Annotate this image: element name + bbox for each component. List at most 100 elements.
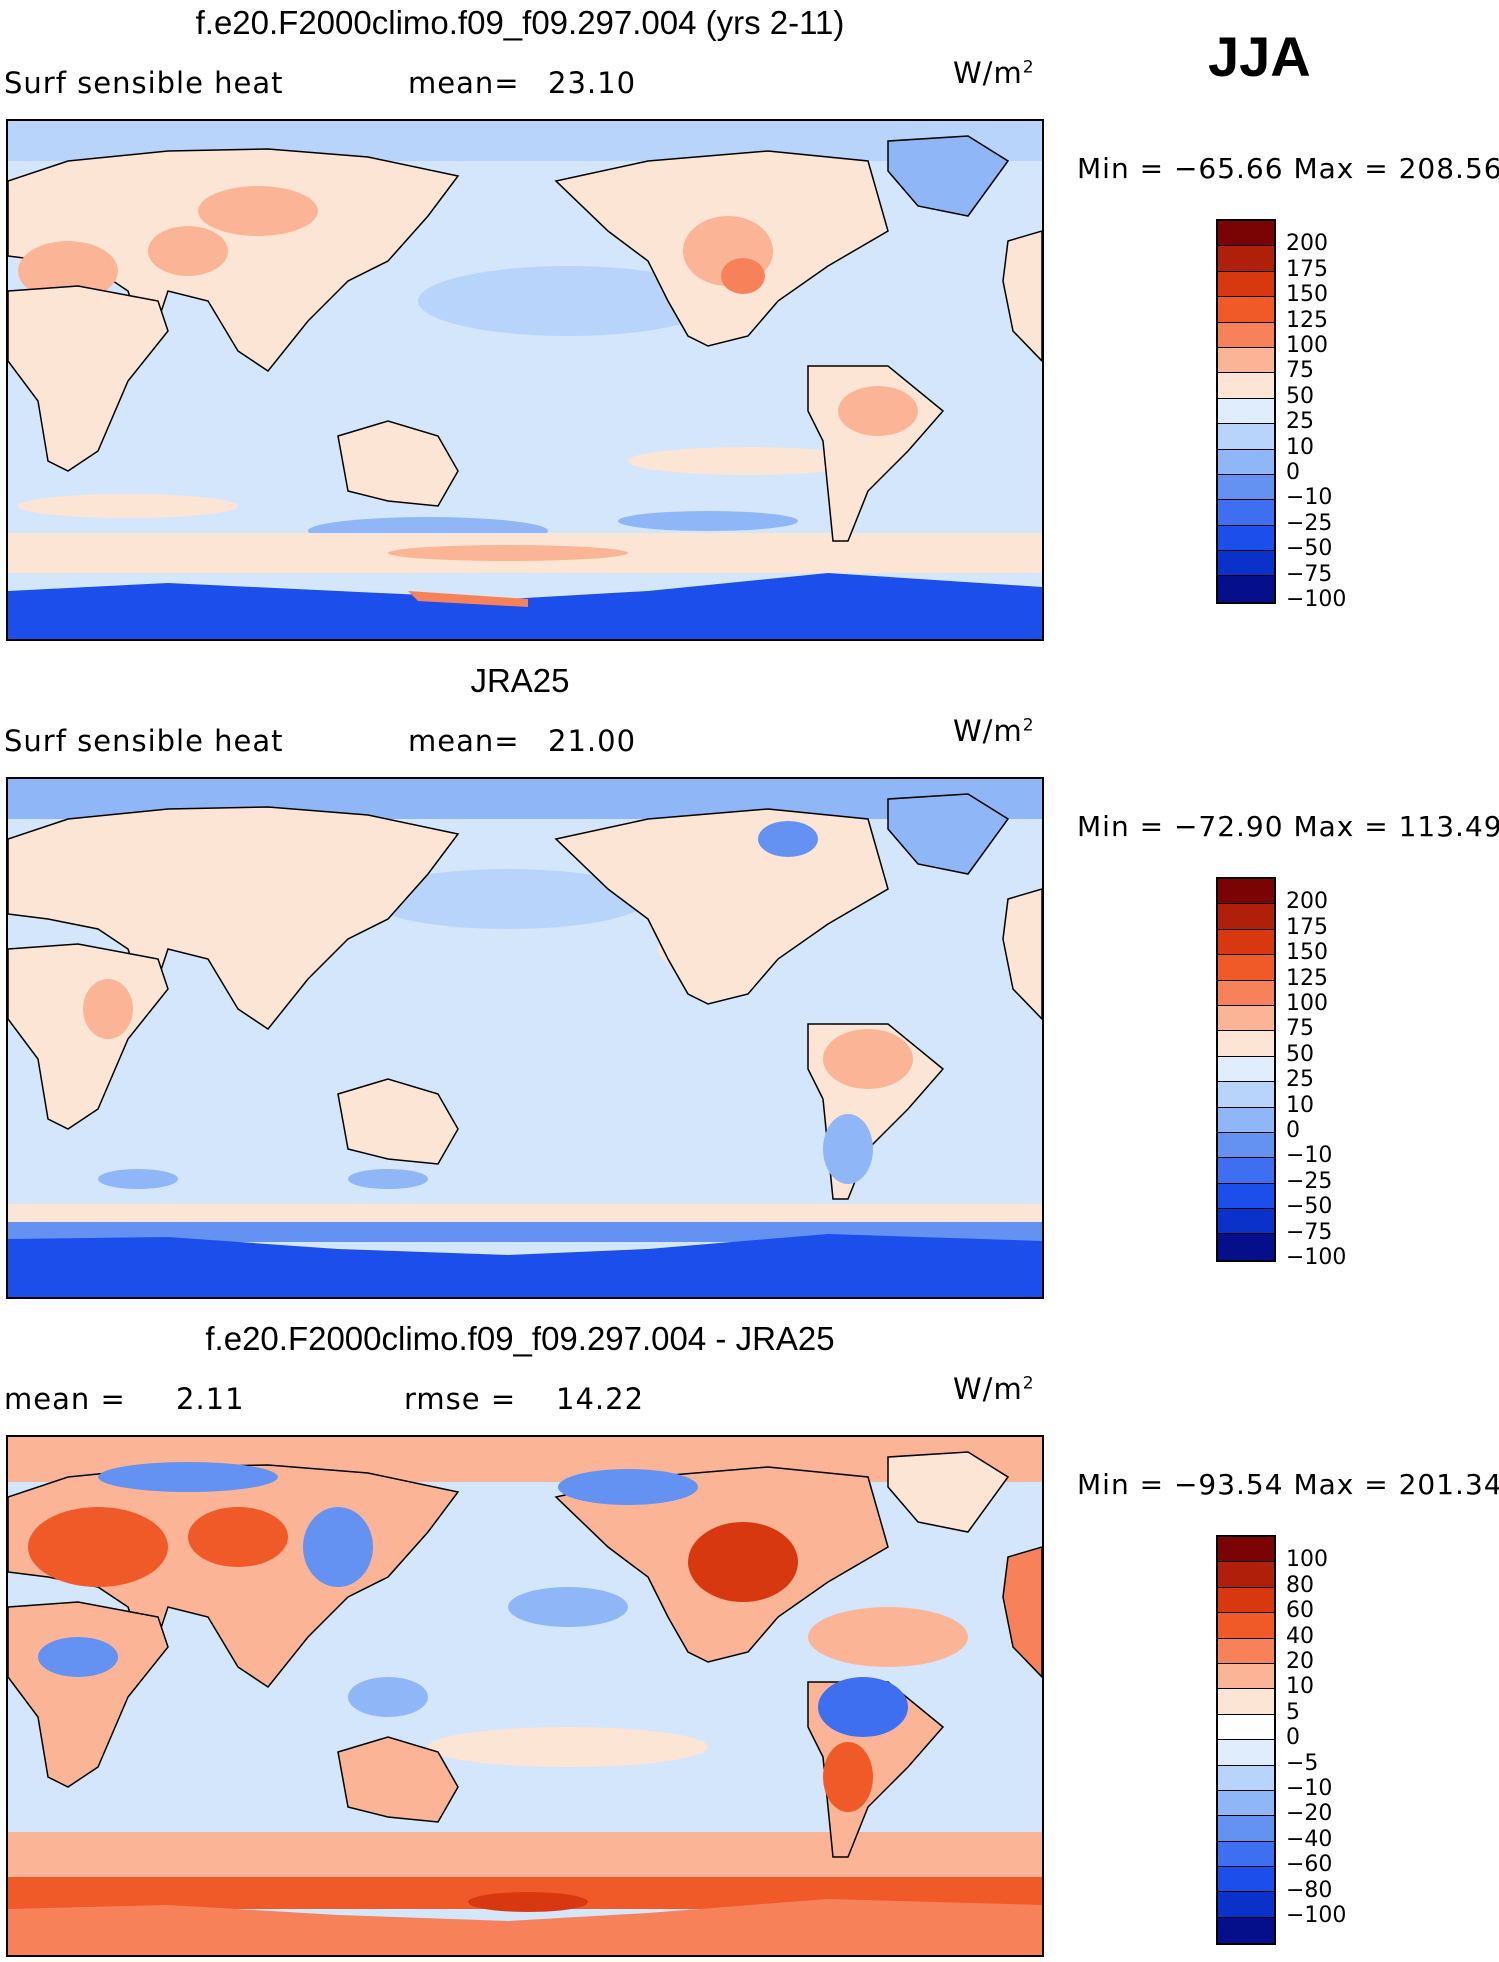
colorbar-tick-label: 60 <box>1286 1598 1314 1624</box>
panel3-colorbar <box>1216 1535 1276 1946</box>
colorbar-box <box>1218 1867 1274 1893</box>
panel3-mean-value: 2.11 <box>176 1382 245 1416</box>
panel1-minmax: Min = −65.66 Max = 208.56 <box>1077 152 1499 185</box>
colorbar-tick-label: 80 <box>1286 1572 1314 1598</box>
season-label: JJA <box>1208 25 1311 88</box>
colorbar-box <box>1218 1740 1274 1766</box>
colorbar-tick-label: 200 <box>1286 231 1328 257</box>
colorbar-tick-label: 10 <box>1286 1674 1314 1700</box>
colorbar-tick-label: −5 <box>1286 1750 1319 1776</box>
colorbar-tick-label: −50 <box>1286 1194 1333 1220</box>
panel1-title: f.e20.F2000climo.f09_f09.297.004 (yrs 2-… <box>195 4 845 41</box>
colorbar-box <box>1218 1537 1274 1563</box>
panel2-map <box>6 777 1044 1299</box>
colorbar-tick-label: −40 <box>1286 1826 1333 1852</box>
colorbar-tick-label: 75 <box>1286 1016 1314 1042</box>
colorbar-box <box>1218 221 1274 247</box>
panel1-units: W/m2 <box>953 56 1035 90</box>
panel2-mean-value: 21.00 <box>548 724 637 758</box>
panel1-variable-label: Surf sensible heat <box>4 66 284 100</box>
colorbar-tick-label: 175 <box>1286 256 1328 282</box>
colorbar-box <box>1218 904 1274 930</box>
colorbar-box <box>1218 1790 1274 1817</box>
colorbar-tick-label: −80 <box>1286 1877 1333 1903</box>
panel1-mean-label: mean= <box>408 66 520 100</box>
panel3-units: W/m2 <box>953 1372 1035 1406</box>
colorbar-tick-label: −60 <box>1286 1852 1333 1878</box>
colorbar-tick-label: 150 <box>1286 282 1328 308</box>
colorbar-box <box>1218 1816 1274 1842</box>
colorbar-tick-label: 100 <box>1286 333 1328 358</box>
colorbar-box <box>1218 1638 1274 1664</box>
panel1-map-svg <box>8 121 1042 639</box>
panel2-colorbar <box>1216 877 1276 1262</box>
panel3-minmax: Min = −93.54 Max = 201.34 <box>1077 1468 1499 1501</box>
colorbar-box <box>1218 1031 1274 1057</box>
colorbar-box <box>1218 1613 1274 1639</box>
colorbar-box <box>1218 879 1274 905</box>
panel1-mean-value: 23.10 <box>548 66 637 100</box>
colorbar-tick-label: 125 <box>1286 307 1328 333</box>
panel3-map-svg <box>8 1437 1042 1955</box>
colorbar-box <box>1218 271 1274 298</box>
colorbar-box <box>1218 929 1274 956</box>
colorbar-tick-label: 25 <box>1286 1067 1314 1093</box>
colorbar-box <box>1218 1587 1274 1614</box>
colorbar-box <box>1218 322 1274 348</box>
colorbar-box <box>1218 1562 1274 1588</box>
colorbar-tick-label: 100 <box>1286 1547 1328 1573</box>
colorbar-box <box>1218 551 1274 577</box>
colorbar-box <box>1218 955 1274 981</box>
colorbar-tick-label: −100 <box>1286 1245 1347 1270</box>
colorbar-tick-label: −75 <box>1286 561 1333 587</box>
panel2-title: JRA25 <box>470 662 570 699</box>
colorbar-tick-label: −50 <box>1286 536 1333 562</box>
panel3-rmse-value: 14.22 <box>556 1382 645 1416</box>
colorbar-tick-label: 100 <box>1286 991 1328 1016</box>
colorbar-box <box>1218 1892 1274 1918</box>
colorbar-box <box>1218 1841 1274 1868</box>
colorbar-box <box>1218 297 1274 323</box>
colorbar-box <box>1218 576 1274 602</box>
panel3-rmse-label: rmse = <box>404 1382 517 1416</box>
colorbar-box <box>1218 347 1274 374</box>
colorbar-box <box>1218 474 1274 501</box>
panel2-variable-label: Surf sensible heat <box>4 724 284 758</box>
colorbar-tick-label: −75 <box>1286 1219 1333 1245</box>
colorbar-tick-label: 50 <box>1286 383 1314 409</box>
colorbar-tick-label: 0 <box>1286 1118 1300 1143</box>
panel2-map-svg <box>8 779 1042 1297</box>
colorbar-tick-label: 40 <box>1286 1623 1314 1649</box>
panel3-map <box>6 1435 1044 1957</box>
colorbar-box <box>1218 1132 1274 1159</box>
colorbar-tick-label: 0 <box>1286 1725 1300 1751</box>
colorbar-box <box>1218 1107 1274 1133</box>
colorbar-box <box>1218 1005 1274 1032</box>
colorbar-box <box>1218 525 1274 552</box>
colorbar-tick-label: −10 <box>1286 1776 1333 1801</box>
colorbar-tick-label: −10 <box>1286 1143 1333 1169</box>
colorbar-tick-label: 75 <box>1286 358 1314 384</box>
panel3-title: f.e20.F2000climo.f09_f09.297.004 - JRA25 <box>205 1320 835 1357</box>
panel1-map <box>6 119 1044 641</box>
colorbar-tick-label: −10 <box>1286 485 1333 511</box>
colorbar-tick-label: 25 <box>1286 409 1314 435</box>
colorbar-tick-label: 50 <box>1286 1041 1314 1067</box>
colorbar-tick-label: 200 <box>1286 889 1328 915</box>
colorbar-box <box>1218 449 1274 475</box>
colorbar-box <box>1218 373 1274 399</box>
panel2-minmax: Min = −72.90 Max = 113.49 <box>1077 810 1499 843</box>
colorbar-tick-label: −20 <box>1286 1801 1333 1827</box>
colorbar-tick-label: 10 <box>1286 1092 1314 1118</box>
colorbar-box <box>1218 980 1274 1006</box>
colorbar-box <box>1218 1663 1274 1690</box>
colorbar-tick-label: 0 <box>1286 460 1300 485</box>
colorbar-tick-label: 150 <box>1286 940 1328 966</box>
panel3-mean-label: mean = <box>4 1382 126 1416</box>
panel2-mean-label: mean= <box>408 724 520 758</box>
colorbar-box <box>1218 1234 1274 1260</box>
colorbar-tick-label: −25 <box>1286 1168 1333 1194</box>
colorbar-box <box>1218 424 1274 450</box>
colorbar-tick-label: −25 <box>1286 510 1333 536</box>
colorbar-box <box>1218 246 1274 272</box>
